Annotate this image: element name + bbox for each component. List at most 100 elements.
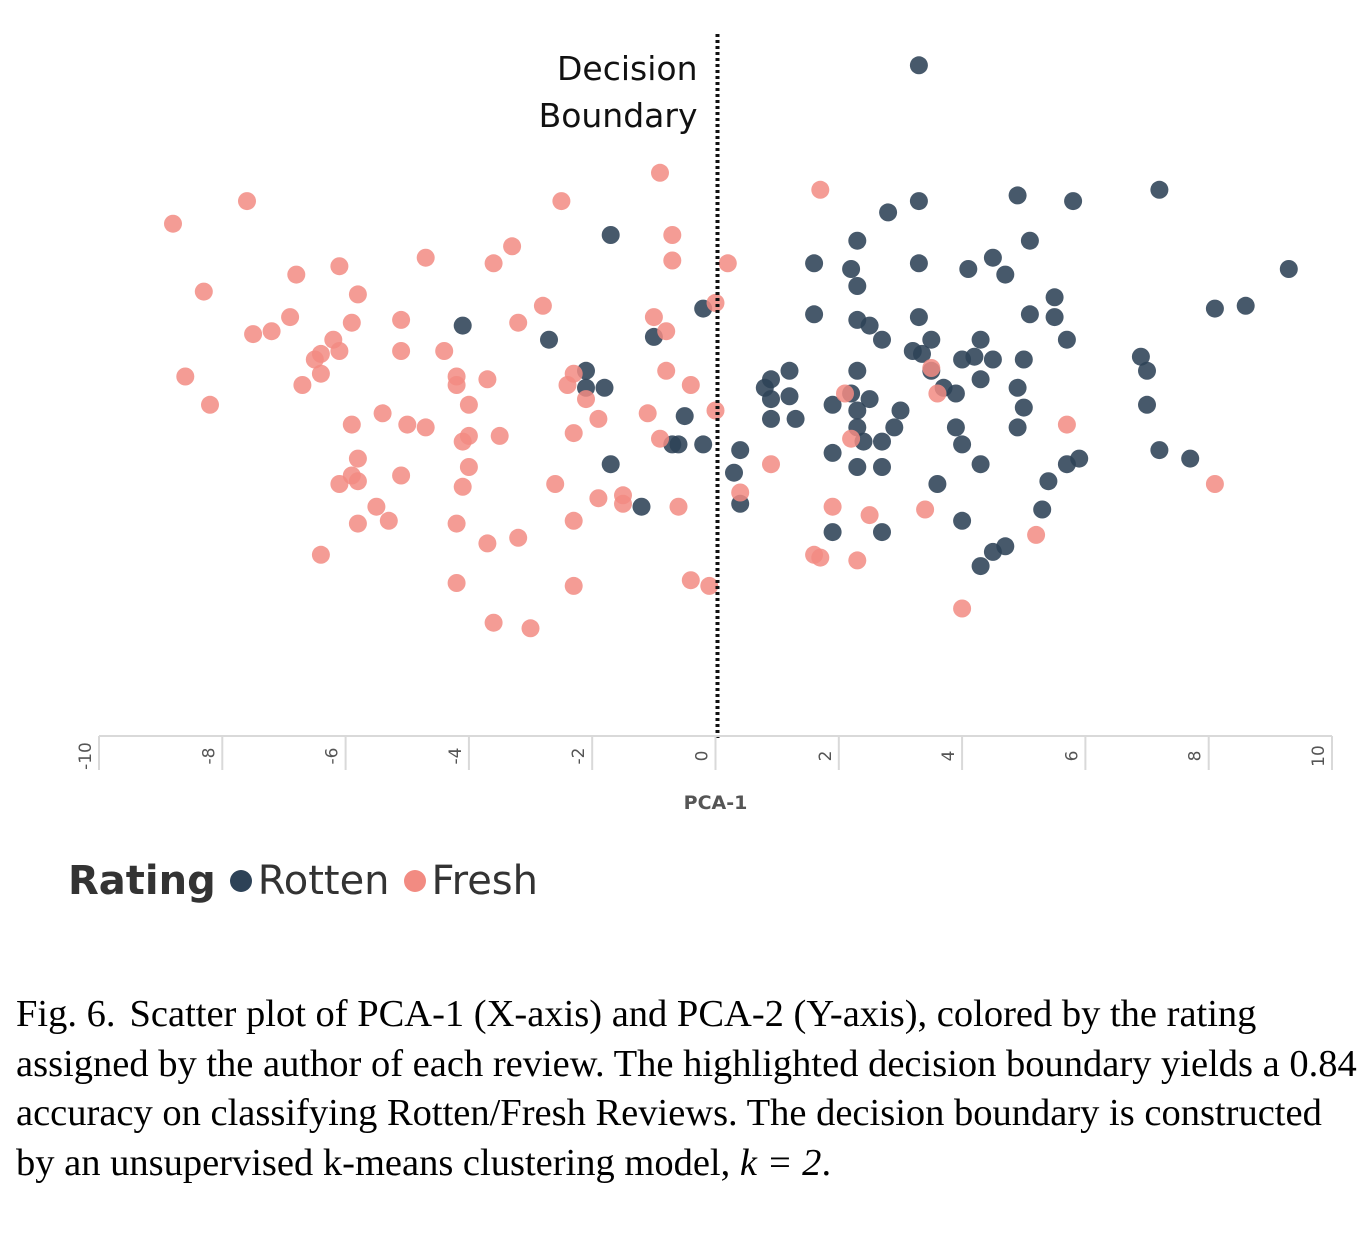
data-point-fresh: [416, 418, 435, 437]
data-point-fresh: [348, 449, 367, 468]
data-point-rotten: [860, 390, 879, 409]
x-tick-label: 10: [1309, 745, 1329, 767]
data-point-rotten: [823, 443, 842, 462]
data-point-fresh: [367, 497, 386, 516]
data-point-rotten: [885, 418, 904, 437]
data-point-rotten: [1014, 398, 1033, 417]
data-point-fresh: [811, 548, 830, 567]
data-point-fresh: [509, 528, 528, 547]
data-point-rotten: [983, 248, 1002, 267]
data-point-rotten: [1181, 449, 1200, 468]
x-axis-title: PCA-1: [684, 792, 748, 814]
data-point-fresh: [392, 466, 411, 485]
data-point-rotten: [1020, 305, 1039, 324]
x-axis: -10 -8 -6 -4 -2 0 2 4 6 8 10: [76, 735, 1333, 770]
data-point-rotten: [805, 305, 824, 324]
x-tick-label: 8: [1186, 751, 1206, 762]
data-point-fresh: [330, 257, 349, 276]
data-point-rotten: [909, 192, 928, 211]
data-point-fresh: [281, 308, 300, 327]
data-point-fresh: [564, 511, 583, 530]
data-point-fresh: [953, 599, 972, 618]
data-point-fresh: [762, 455, 780, 474]
data-point-fresh: [392, 342, 411, 360]
data-point-rotten: [848, 277, 867, 295]
data-point-rotten: [873, 458, 891, 476]
data-point-rotten: [946, 418, 965, 437]
data-point-rotten: [983, 542, 1002, 561]
data-point-fresh: [922, 359, 941, 377]
figure-caption: Fig. 6. Scatter plot of PCA-1 (X-axis) an…: [16, 990, 1361, 1188]
data-point-fresh: [552, 192, 571, 211]
data-point-fresh: [459, 458, 478, 476]
data-point-fresh: [836, 384, 854, 403]
data-point-rotten: [848, 401, 867, 420]
data-point-rotten: [922, 330, 941, 349]
data-point-rotten: [953, 511, 972, 530]
data-point-rotten: [953, 350, 972, 369]
data-point-fresh: [330, 475, 349, 493]
data-point-fresh: [194, 282, 213, 301]
data-point-fresh: [478, 534, 497, 553]
data-point-fresh: [392, 310, 411, 329]
data-point-rotten: [1039, 472, 1058, 491]
data-point-rotten: [1279, 260, 1298, 278]
data-point-fresh: [490, 426, 509, 445]
data-point-fresh: [533, 296, 552, 315]
data-point-fresh: [558, 376, 577, 394]
legend-label-fresh: Fresh: [431, 858, 538, 904]
data-point-rotten: [842, 260, 861, 278]
data-point-rotten: [762, 390, 780, 409]
data-point-fresh: [651, 429, 669, 448]
data-point-rotten: [632, 497, 651, 516]
caption-end: .: [821, 1141, 832, 1184]
data-point-fresh: [348, 472, 367, 491]
data-point-rotten: [1057, 455, 1076, 474]
data-point-rotten: [1150, 441, 1169, 460]
data-point-rotten: [540, 330, 558, 349]
data-point-fresh: [176, 367, 195, 386]
data-point-fresh: [663, 226, 682, 244]
data-point-fresh: [706, 401, 725, 420]
data-point-fresh: [700, 576, 719, 595]
data-point-fresh: [564, 424, 583, 443]
data-point-fresh: [718, 254, 737, 273]
data-point-fresh: [305, 350, 324, 369]
data-point-fresh: [1027, 525, 1046, 544]
data-point-fresh: [614, 494, 632, 513]
data-point-rotten: [1064, 192, 1083, 211]
data-point-rotten: [873, 330, 891, 349]
data-point-fresh: [330, 342, 349, 360]
data-point-fresh: [244, 325, 263, 344]
data-point-rotten: [848, 361, 867, 380]
legend-title: Rating: [68, 858, 216, 904]
legend-label-rotten: Rotten: [257, 858, 390, 904]
x-tick-label: 4: [939, 751, 959, 762]
data-point-fresh: [848, 551, 867, 570]
data-point-rotten: [996, 265, 1015, 284]
data-point-rotten: [909, 308, 928, 327]
data-point-fresh: [577, 390, 595, 409]
data-point-fresh: [1205, 475, 1224, 493]
data-point-rotten: [1045, 308, 1064, 327]
data-point-fresh: [509, 313, 528, 332]
data-point-rotten: [971, 557, 990, 576]
data-point-fresh: [564, 576, 583, 595]
data-point-fresh: [663, 251, 682, 270]
data-point-rotten: [1014, 350, 1033, 369]
data-point-fresh: [503, 237, 522, 256]
data-point-fresh: [459, 395, 478, 414]
data-point-fresh: [638, 404, 657, 423]
caption-math: k = 2: [739, 1141, 822, 1184]
data-point-fresh: [373, 404, 392, 423]
data-point-fresh: [589, 409, 608, 428]
data-point-fresh: [589, 489, 608, 508]
data-point-fresh: [164, 214, 182, 233]
data-point-rotten: [595, 378, 614, 397]
decision-boundary-label-line2: Boundary: [539, 96, 698, 135]
data-point-fresh: [453, 477, 472, 496]
data-point-fresh: [201, 395, 219, 414]
data-point-rotten: [725, 463, 743, 482]
data-point-rotten: [953, 435, 972, 454]
decision-boundary-label-line1: Decision: [557, 49, 698, 88]
